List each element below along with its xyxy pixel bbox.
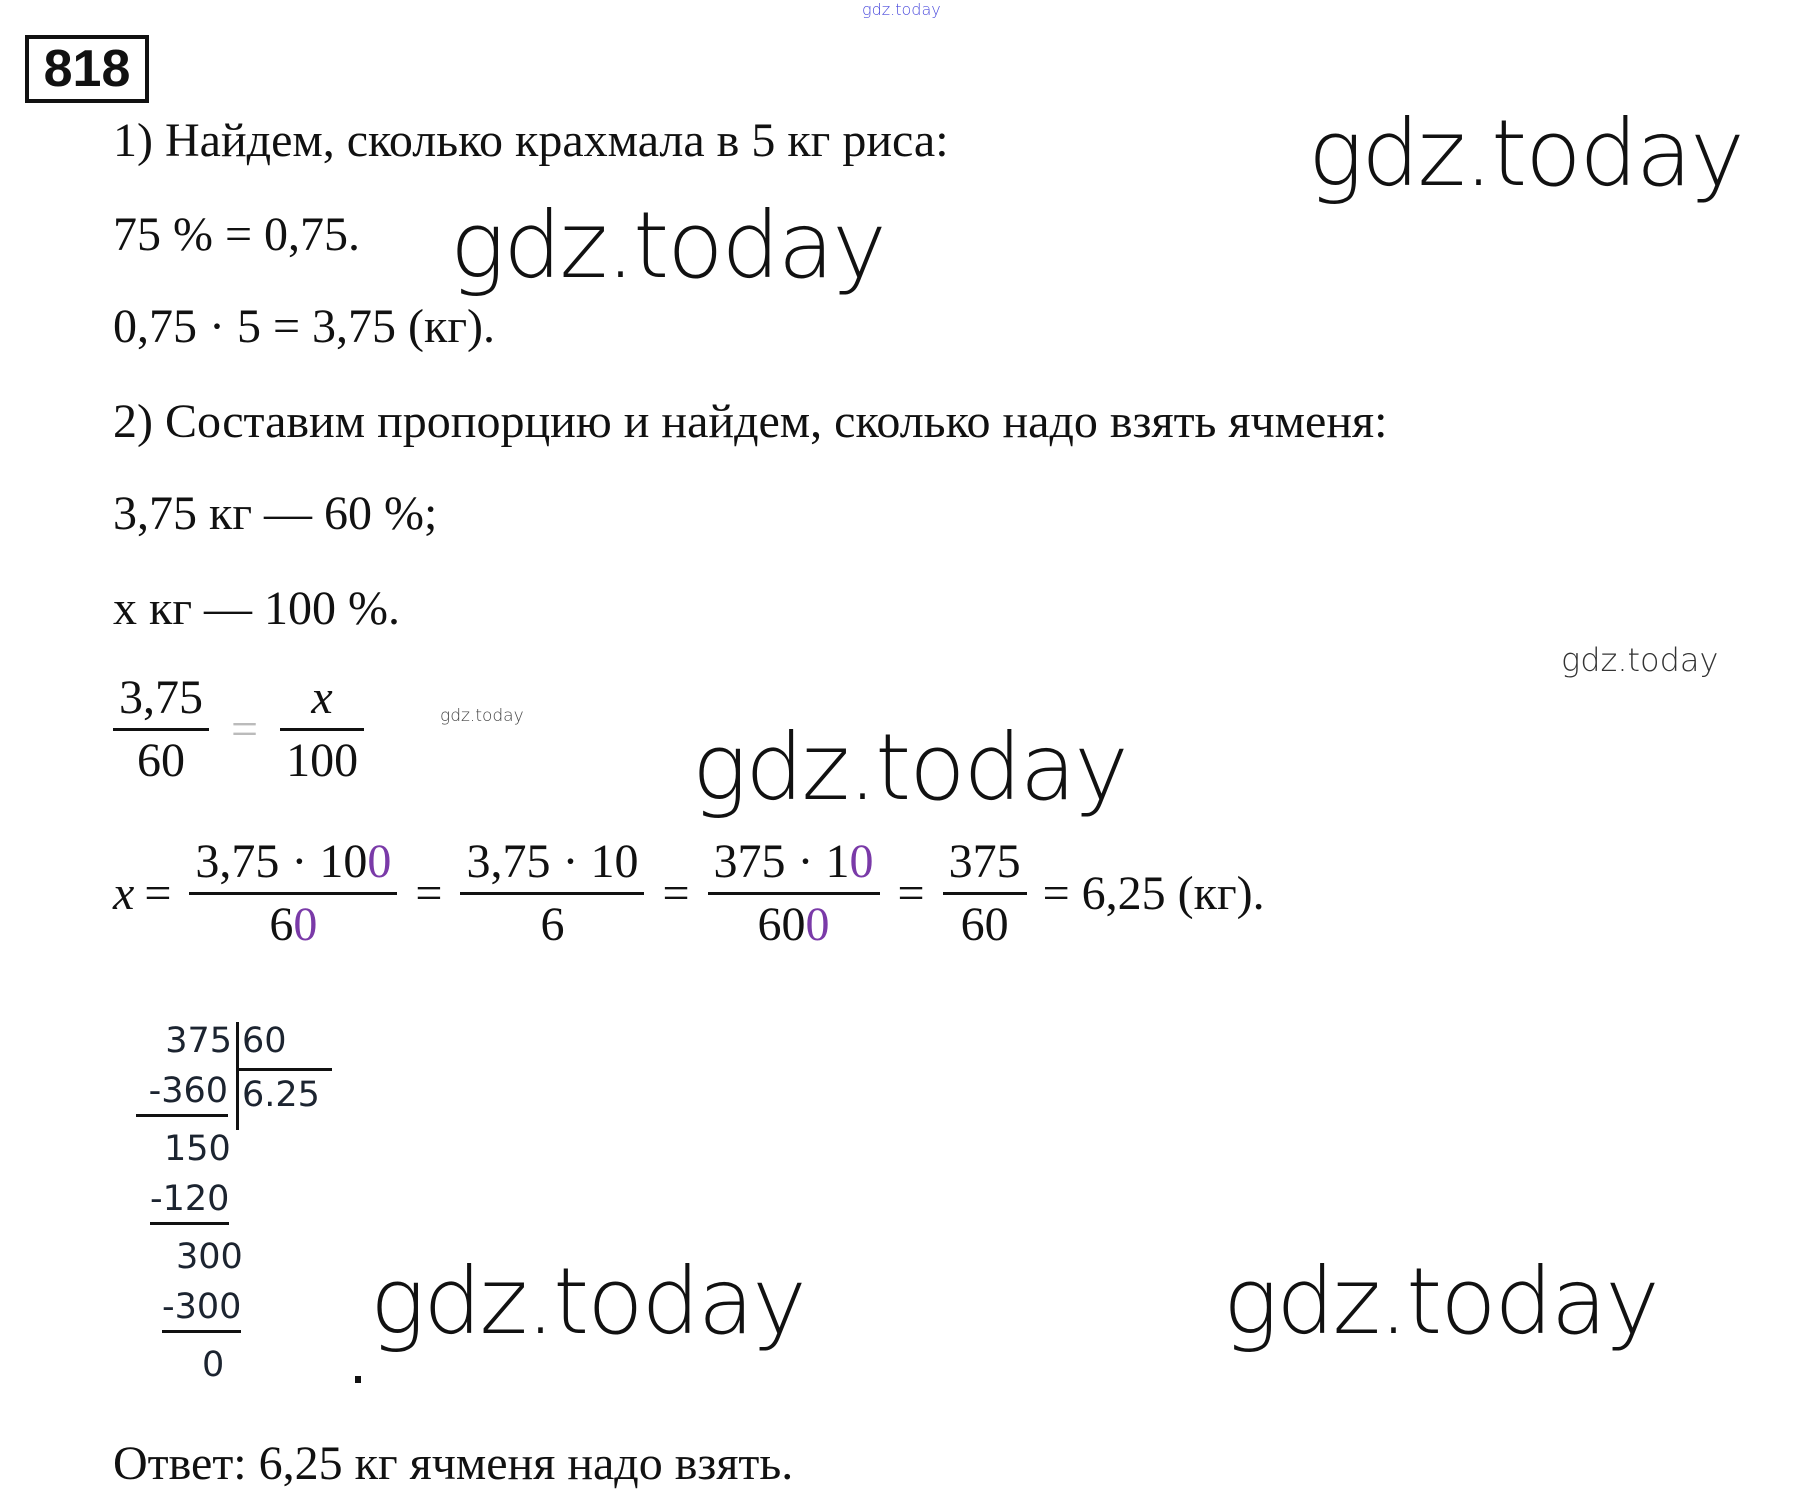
fraction-bar xyxy=(942,892,1027,895)
fraction-bar xyxy=(189,892,398,895)
division-row: 300 xyxy=(176,1237,243,1277)
watermark: gdz.today xyxy=(450,192,887,299)
division-row: 0 xyxy=(202,1345,225,1385)
fraction-bar xyxy=(460,892,645,895)
equation: x = 3,75 · 100 60 = 3,75 · 10 6 = 375 · … xyxy=(113,832,1265,955)
step1-line2: 0,75 · 5 = 3,75 (кг). xyxy=(113,300,496,353)
step2-title: 2) Составим пропорцию и найдем, сколько … xyxy=(113,395,1388,448)
watermark: gdz.today xyxy=(1223,1248,1660,1355)
equation-result: = 6,25 (кг). xyxy=(1042,867,1265,920)
f1-num-zero: 0 xyxy=(367,835,392,888)
proportion-left-den: 60 xyxy=(137,734,185,787)
watermark-top: gdz.today xyxy=(862,0,941,19)
f1-den-zero: 0 xyxy=(293,898,318,951)
proportion-eq: = xyxy=(231,703,259,756)
proportion-right-num: x xyxy=(311,671,333,724)
problem-number: 818 xyxy=(25,35,149,103)
proportion-right: x 100 xyxy=(280,668,365,791)
proportion: 3,75 60 = x 100 xyxy=(105,668,372,791)
f1-den: 6 xyxy=(269,898,294,951)
division-row: -300 xyxy=(162,1284,242,1333)
fraction-3: 375 · 10 600 xyxy=(707,832,880,955)
fraction-2: 3,75 · 10 6 xyxy=(460,832,645,955)
division-row: -360 xyxy=(136,1068,228,1117)
f3-den-zero: 0 xyxy=(805,898,830,951)
equals: = xyxy=(415,867,443,920)
f3-den: 60 xyxy=(757,898,806,951)
step2-line1: 3,75 кг — 60 %; xyxy=(113,487,438,540)
proportion-left-num: 3,75 xyxy=(119,671,203,724)
watermark: gdz.today xyxy=(440,706,524,726)
f1-num: 3,75 · 10 xyxy=(195,835,368,888)
fraction-bar xyxy=(707,892,880,895)
f3-num: 375 · 1 xyxy=(713,835,850,888)
equals: = xyxy=(662,867,690,920)
division-row: -120 xyxy=(150,1176,230,1225)
quotient: 6.25 xyxy=(242,1075,320,1115)
f3-num-zero: 0 xyxy=(849,835,874,888)
fraction-bar xyxy=(113,728,209,731)
equals: = xyxy=(144,867,172,920)
step1-title: 1) Найдем, сколько крахмала в 5 кг риса: xyxy=(113,114,949,167)
watermark: gdz.today xyxy=(1561,641,1719,679)
proportion-left: 3,75 60 xyxy=(113,668,209,791)
fraction-1: 3,75 · 100 60 xyxy=(189,832,398,955)
step1-line1: 75 % = 0,75. xyxy=(113,208,361,261)
step2-line2: x кг — 100 %. xyxy=(113,582,400,635)
fraction-bar xyxy=(280,728,365,731)
proportion-right-den: 100 xyxy=(286,734,359,787)
long-division: 375 60 -360 6.25 150 -120 300 -300 0 xyxy=(136,1014,336,1394)
f4-den: 60 xyxy=(960,898,1009,951)
equation-x: x xyxy=(113,867,135,920)
f2-num: 3,75 · 10 xyxy=(466,835,639,888)
f2-den: 6 xyxy=(540,898,565,951)
division-row: 150 xyxy=(164,1129,231,1169)
dividend: 375 xyxy=(165,1021,232,1061)
division-vertical-line xyxy=(236,1022,239,1130)
f4-num: 375 xyxy=(948,835,1021,888)
equals: = xyxy=(897,867,925,920)
divisor: 60 xyxy=(242,1021,287,1061)
fraction-4: 375 60 xyxy=(942,832,1027,955)
watermark: gdz.today xyxy=(370,1248,807,1355)
watermark: gdz.today xyxy=(692,714,1129,821)
division-horizontal-line xyxy=(236,1068,332,1071)
answer: Ответ: 6,25 кг ячменя надо взять. xyxy=(113,1437,794,1490)
stray-dot xyxy=(355,1376,361,1383)
watermark: gdz.today xyxy=(1308,100,1745,207)
